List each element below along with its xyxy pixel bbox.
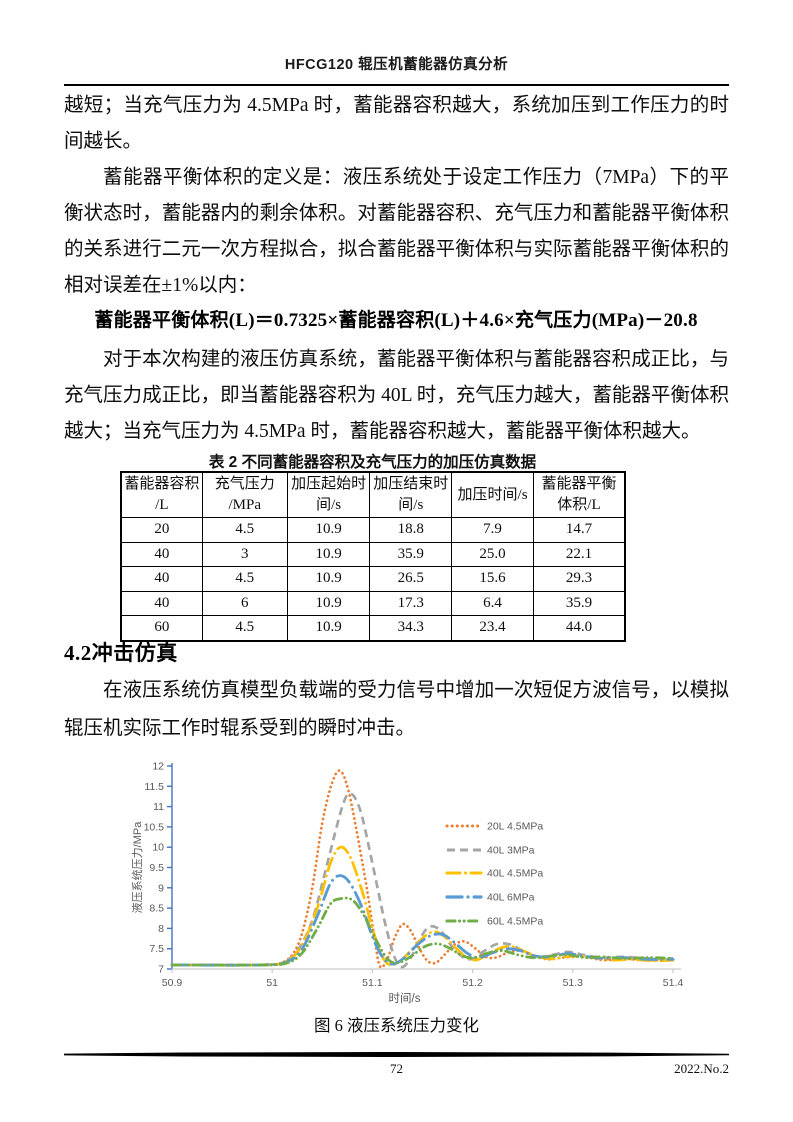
chart-text: 51 [266, 977, 278, 989]
table-cell: 23.4 [451, 615, 534, 641]
table-cell: 10.9 [286, 590, 371, 616]
table-cell: 18.8 [369, 517, 453, 543]
paragraph-1: 越短；当充气压力为 4.5MPa 时，蓄能器容积越大，系统加压到工作压力的时间越… [64, 95, 729, 152]
table-cell: 7.9 [451, 517, 534, 543]
series-line-60L-4.5MPa [170, 896, 675, 967]
chart-svg: 12 11.5 11 10.5 10 9.5 9 8.5 8 7.5 750.9 51 51.1 51.2… [130, 761, 683, 1006]
paragraph-4: 在液压系统仿真模型负载端的受力信号中增加一次短促方波信号，以模拟辊压机实际工作时… [64, 680, 729, 739]
paragraph-3: 对于本次构建的液压仿真系统，蓄能器平衡体积与蓄能器容积成正比，与充气压力成正比，… [64, 349, 729, 442]
table-header-cell: 蓄能器平衡 体积/L [532, 471, 626, 518]
table-cell: 4.5 [201, 566, 288, 592]
chart-text: 8.5 [149, 903, 164, 915]
table-cell: 34.3 [369, 615, 453, 641]
table-row: 40 3 10.9 35.9 25.0 22.1 [120, 541, 626, 567]
chart-text: 9.5 [149, 862, 164, 874]
table-cell: 3 [201, 541, 288, 567]
chart-text: 10.5 [144, 821, 165, 833]
chart-text: 40L 3MPa [487, 845, 535, 857]
chart-text: 10 [152, 842, 164, 854]
table-head: 蓄能器容积/L 充气压力/MPa 加压起始时 间/s 加压结束时 间/s 加压时间/s 蓄能器… [120, 471, 626, 518]
table-cell: 40 [120, 541, 203, 567]
table-header-row: 蓄能器容积/L 充气压力/MPa 加压起始时 间/s 加压结束时 间/s 加压时间/s 蓄能器… [120, 471, 626, 518]
table-cell: 20 [120, 517, 203, 543]
chart-text: 51.2 [462, 977, 483, 989]
table-cell: 10.9 [286, 541, 371, 567]
table-cell: 35.9 [532, 590, 626, 616]
chart-text: 20L 4.5MPa [487, 821, 543, 833]
table-header-cell: 加压起始时 间/s [286, 471, 371, 518]
table-row: 40 6 10.9 17.3 6.4 35.9 [120, 590, 626, 616]
data-table: 蓄能器容积/L 充气压力/MPa 加压起始时 间/s 加压结束时 间/s 加压时间/s 蓄能器… [120, 471, 626, 642]
chart-text: 12 [152, 761, 164, 773]
y-axis-label: 液压系统压力/MPa [130, 821, 144, 914]
paragraph-2: 蓄能器平衡体积的定义是：液压系统处于设定工作压力（7MPa）下的平衡状态时，蓄能… [64, 167, 729, 296]
header-rule [64, 84, 729, 86]
table-header-cell: 加压时间/s [451, 471, 534, 518]
x-axis-label: 时间/s [389, 992, 421, 1005]
issue-label: 2022.No.2 [674, 1061, 729, 1076]
chart-text: 11 [153, 801, 164, 813]
table-cell: 26.5 [369, 566, 453, 592]
chart-text: 8 [158, 923, 164, 935]
chart-text: 40L 4.5MPa [487, 868, 543, 880]
table-row: 20 4.5 10.9 18.8 7.9 14.7 [120, 517, 626, 543]
chart-text: 51.4 [663, 977, 684, 989]
table-cell: 15.6 [451, 566, 534, 592]
footer-rule [64, 1052, 729, 1057]
table-cell: 40 [120, 566, 203, 592]
chart-legend: 20L 4.5MPa 40L 3MPa 40L 4.5MPa 40L 6MPa 60L … [445, 821, 543, 928]
section-heading: 4.2冲击仿真 [64, 641, 178, 665]
table-cell: 40 [120, 590, 203, 616]
table-row: 40 4.5 10.9 26.5 15.6 29.3 [120, 566, 626, 592]
chart-axes: 12 11.5 11 10.5 10 9.5 9 8.5 8 7.5 750.9 51 51.1 51.2… [130, 761, 683, 1006]
table-caption: 表 2 不同蓄能器容积及充气压力的加压仿真数据 [208, 454, 537, 471]
chart-text: 60L 4.5MPa [487, 916, 543, 928]
series-line-40L-3MPa [171, 792, 674, 969]
table-cell: 10.9 [286, 566, 371, 592]
table-cell: 22.1 [532, 541, 626, 567]
pressure-chart: 12 11.5 11 10.5 10 9.5 9 8.5 8 7.5 7 50.9 51 51.1 51.2… [125, 750, 700, 1014]
table-cell: 4.5 [201, 615, 288, 641]
figure-caption: 图 6 液压系统压力变化 [314, 1016, 479, 1035]
table-cell: 29.3 [532, 566, 626, 592]
chart-text: 7.5 [149, 943, 164, 955]
page-number: 72 [390, 1061, 403, 1076]
table-cell: 10.9 [286, 615, 371, 641]
formula: 蓄能器平衡体积(L)＝0.7325×蓄能器容积(L)＋4.6×充气压力(MPa)… [94, 310, 698, 331]
chart-text: 7 [158, 964, 164, 976]
table-cell: 25.0 [451, 541, 534, 567]
chart-text: 40L 6MPa [487, 892, 535, 904]
table-cell: 6.4 [451, 590, 534, 616]
table-body: 20 4.5 10.9 18.8 7.9 14.7 40 3 10.9 35.9 25.0 22.1 4… [120, 517, 626, 641]
chart-text: 50.9 [162, 977, 183, 989]
running-header-title: HFCG120 辊压机蓄能器仿真分析 [284, 57, 509, 73]
table-cell: 4.5 [201, 517, 288, 543]
table-cell: 6 [201, 590, 288, 616]
table-cell: 17.3 [369, 590, 453, 616]
table-row: 60 4.5 10.9 34.3 23.4 44.0 [120, 615, 626, 641]
table-header-cell: 蓄能器容积/L [120, 471, 203, 518]
series-line-40L-6MPa [170, 874, 675, 967]
table-cell: 44.0 [532, 615, 626, 641]
series-line-40L-4.5MPa [170, 845, 675, 967]
chart-text: 9 [158, 882, 164, 894]
table-header-cell: 充气压力/MPa [201, 471, 288, 518]
table-cell: 10.9 [286, 517, 371, 543]
table-cell: 35.9 [369, 541, 453, 567]
table-cell: 60 [120, 615, 203, 641]
chart-text: 51.1 [362, 977, 383, 989]
table-header-cell: 加压结束时 间/s [369, 471, 453, 518]
table-cell: 14.7 [532, 517, 626, 543]
chart-text: 11.5 [144, 781, 164, 793]
chart-text: 51.3 [563, 977, 584, 989]
